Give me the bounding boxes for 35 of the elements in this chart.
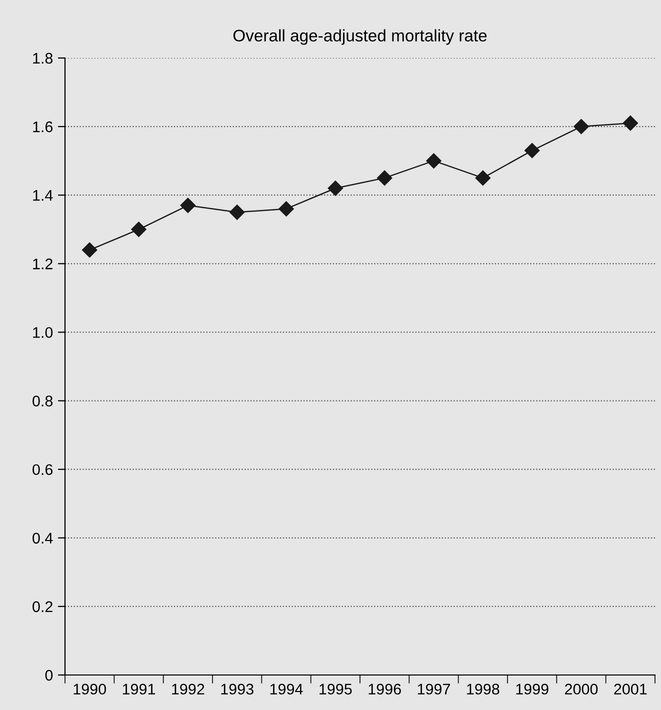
point <box>328 180 343 196</box>
x-tick-label: 1996 <box>368 684 401 695</box>
x-tick-label: 1990 <box>74 684 106 695</box>
y-tick-label: 1.6 <box>33 121 53 132</box>
chart-title: Overall age-adjusted mortality rate <box>233 29 487 45</box>
point <box>622 116 638 131</box>
point <box>131 222 146 237</box>
y-tick-label: 1.2 <box>33 258 52 270</box>
y-tick-label: 0.6 <box>32 464 53 476</box>
x-tick-label: 1995 <box>320 684 352 695</box>
x-tick-label: 1999 <box>516 684 548 695</box>
x-tick-label: 1991 <box>122 684 155 695</box>
point <box>574 118 589 134</box>
point <box>377 170 392 186</box>
point <box>180 198 196 213</box>
x-tick-label: 1992 <box>172 684 204 695</box>
x-tick-label: 1997 <box>418 684 450 695</box>
point <box>230 204 245 220</box>
point <box>524 142 540 158</box>
x-tick-label: 1993 <box>221 684 254 695</box>
point <box>278 201 294 216</box>
y-tick-label: 0.2 <box>32 601 52 612</box>
x-tick-label: 1998 <box>467 684 500 695</box>
y-tick-label: 1.8 <box>33 52 53 64</box>
y-tick-label: 0.8 <box>32 396 53 406</box>
y-tick-label: 1.4 <box>33 190 53 201</box>
point <box>475 170 490 186</box>
x-tick-label: 1994 <box>270 684 303 695</box>
y-tick-label: 0 <box>45 670 53 681</box>
y-tick-label: 0.4 <box>32 532 53 544</box>
point <box>82 242 98 258</box>
x-tick-label: 2001 <box>614 684 647 695</box>
x-tick-label: 2000 <box>565 684 598 695</box>
y-tick-label: 1.0 <box>33 327 53 338</box>
point <box>426 153 442 168</box>
